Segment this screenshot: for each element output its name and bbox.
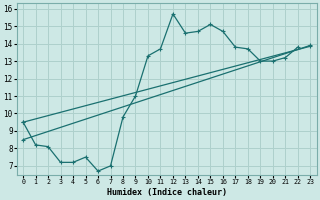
X-axis label: Humidex (Indice chaleur): Humidex (Indice chaleur) bbox=[107, 188, 227, 197]
